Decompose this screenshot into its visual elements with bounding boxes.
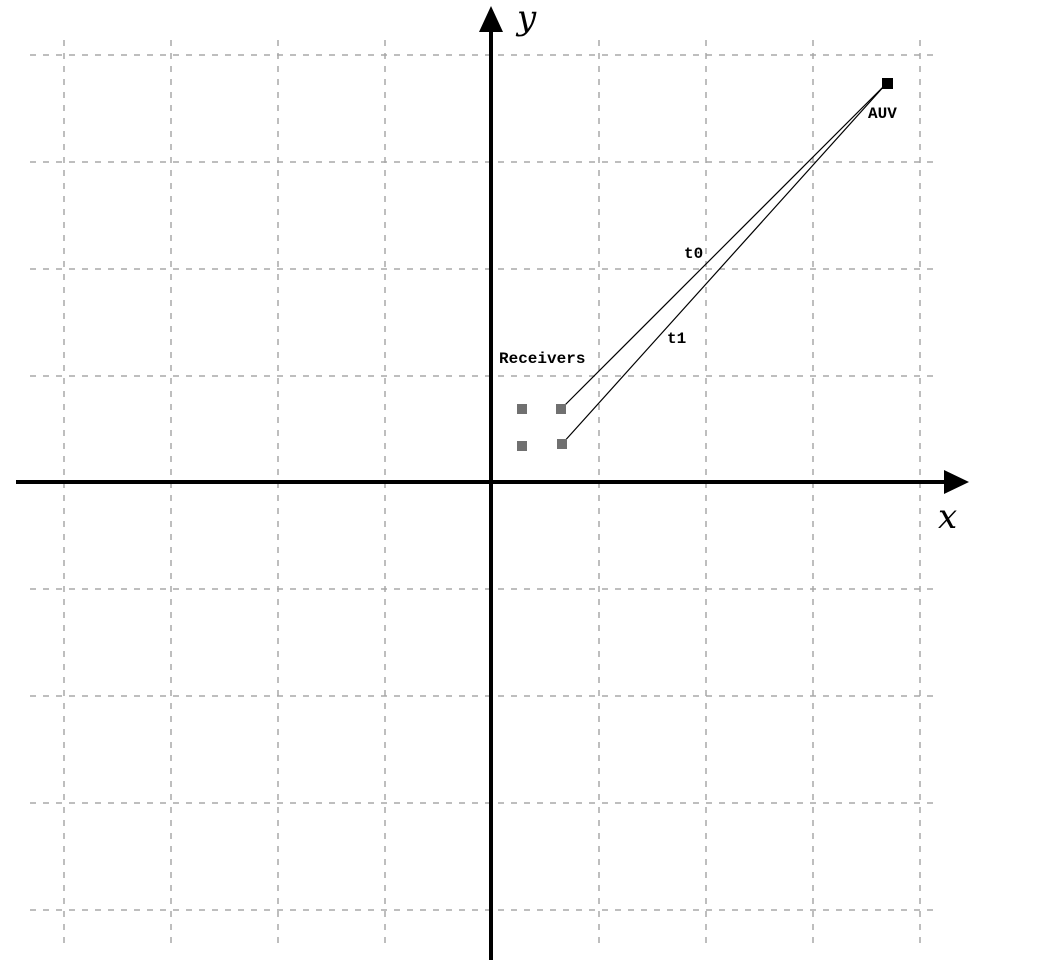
axes: x y xyxy=(16,0,969,960)
receivers xyxy=(517,404,567,451)
x-axis-label: x xyxy=(938,497,957,537)
labels: AUV Receivers t0 t1 xyxy=(499,105,897,368)
auv-marker-icon xyxy=(882,78,893,89)
signal-rays xyxy=(560,83,887,445)
auv-label: AUV xyxy=(868,105,897,123)
y-axis-label: y xyxy=(515,0,537,38)
receivers-label: Receivers xyxy=(499,350,585,368)
receiver-marker-icon xyxy=(517,441,527,451)
receiver-marker-icon xyxy=(517,404,527,414)
receiver-marker-icon xyxy=(557,439,567,449)
ray-t1 xyxy=(561,83,887,445)
receiver-marker-icon xyxy=(556,404,566,414)
t1-label: t1 xyxy=(667,330,686,348)
grid xyxy=(30,40,940,945)
t0-label: t0 xyxy=(684,245,703,263)
x-axis-arrow-icon xyxy=(944,470,969,494)
y-axis-arrow-icon xyxy=(479,6,503,32)
ray-t0 xyxy=(560,83,887,410)
